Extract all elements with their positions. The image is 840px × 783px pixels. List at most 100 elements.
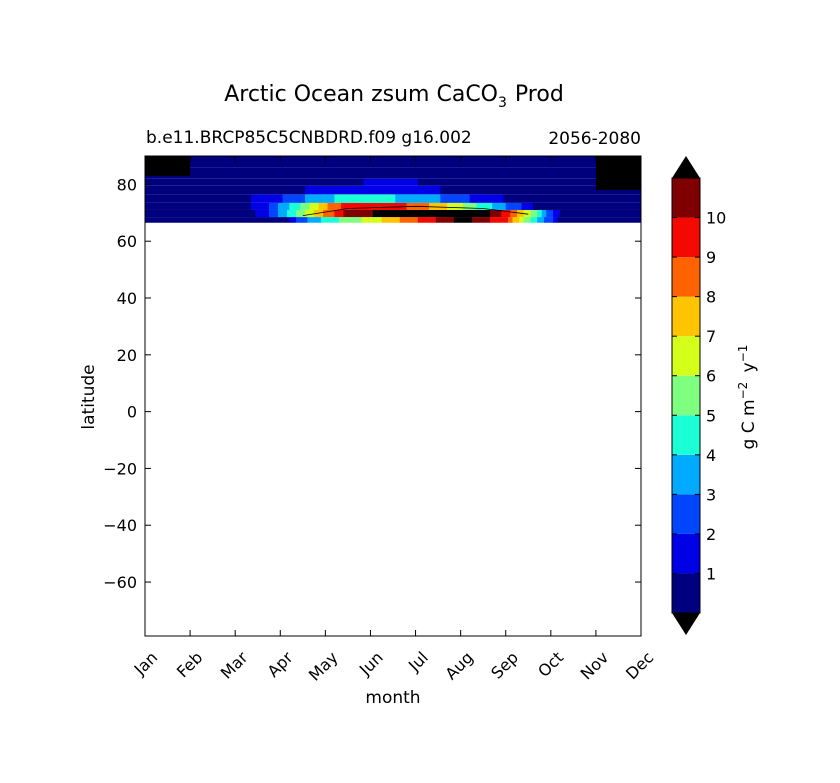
field-cell (269, 209, 279, 218)
contour-line (302, 205, 529, 216)
field-cell (510, 209, 518, 218)
y-tick-label: 40 (117, 289, 137, 308)
field-cell (278, 209, 288, 218)
colorbar-bin (672, 454, 700, 495)
field-cell (440, 194, 471, 203)
field-row (145, 202, 641, 210)
field-cell (334, 209, 344, 218)
colorbar-label-exp1: −2 (736, 382, 750, 400)
colorbar-bin (672, 257, 700, 297)
field-cell (435, 217, 455, 223)
colorbar-tick-label: 1 (706, 564, 716, 583)
x-tick-label: Nov (577, 648, 613, 684)
y-tick-label: 80 (117, 175, 137, 194)
chart-title-tail: Prod (515, 82, 564, 107)
field-cell (523, 217, 532, 223)
field-cell (363, 178, 419, 186)
field-cell (503, 194, 641, 203)
colorbar-bin (672, 533, 700, 574)
field-cell (278, 202, 290, 210)
colorbar-label-exp2: −1 (736, 345, 750, 363)
field-cell (453, 217, 473, 223)
subtitle-case-name: b.e11.BRCP85C5CNBDRD.f09 g16.002 (146, 128, 472, 148)
colorbar-over-triangle (672, 156, 700, 178)
field-cell (492, 202, 507, 210)
plot-area-background (145, 156, 641, 636)
colorbar-bin (672, 336, 700, 376)
field-cell (282, 194, 306, 203)
x-tick-label: Sep (487, 648, 522, 683)
field-cell (521, 202, 534, 210)
field-cell (255, 209, 270, 218)
field-cell (530, 217, 538, 223)
field-cell (289, 202, 302, 210)
y-tick-label: −40 (103, 516, 137, 535)
x-tick-label: May (305, 648, 342, 685)
field-cell (361, 217, 383, 223)
x-tick-label: Jun (355, 648, 387, 680)
field-cell (309, 202, 320, 210)
field-cell (532, 202, 641, 210)
field-cell (145, 178, 365, 186)
field-cell (471, 217, 491, 223)
field-cell (307, 217, 322, 223)
field-cell (559, 209, 641, 218)
field-cell (489, 209, 502, 218)
field-cell (269, 202, 279, 210)
field-cell (341, 202, 408, 210)
colorbar-tick-label: 5 (706, 406, 716, 425)
colorbar-bin (672, 178, 700, 218)
field-cell (395, 194, 441, 203)
field-cell (523, 209, 532, 218)
field-cell (489, 217, 509, 223)
colorbar-tick-label: 6 (706, 367, 716, 386)
x-tick-label: Dec (622, 648, 657, 683)
colorbar: 1 2 3 4 5 6 7 8 9 10 (671, 156, 726, 635)
field-cell (327, 202, 342, 210)
colorbar-tick-label: 4 (706, 446, 716, 465)
field-cell (447, 202, 464, 210)
field-cell (334, 194, 396, 203)
field-cell (145, 194, 252, 203)
field-cell (512, 217, 520, 223)
field-cell (553, 217, 559, 223)
field-cell (541, 209, 547, 218)
field-row (145, 156, 641, 168)
field-cell (314, 209, 324, 218)
field-cell (343, 209, 374, 218)
chart-title-main: Arctic Ocean zsum CaCO (224, 82, 498, 107)
plot-frame (144, 155, 642, 637)
x-tick-label: Mar (217, 648, 252, 683)
field-cell (440, 185, 641, 195)
field-cell (507, 217, 513, 223)
field-cell (417, 178, 641, 186)
field-cell (305, 194, 335, 203)
field-cell (505, 202, 523, 210)
x-tick-label: Oct (534, 648, 567, 681)
field-cell (469, 194, 504, 203)
field-cell (296, 209, 306, 218)
colorbar-tick-label: 7 (706, 327, 716, 346)
chart-title: Arctic Ocean zsum CaCO3 Prod (224, 82, 564, 111)
colorbar-bin (672, 296, 700, 337)
field-patch-jan (145, 156, 191, 176)
field-cell (145, 156, 641, 168)
field-row (145, 178, 641, 186)
field-cell (544, 217, 554, 223)
field-cell (372, 209, 491, 218)
colorbar-tick-label: 3 (706, 485, 716, 504)
field-row (145, 217, 641, 223)
field-cell (145, 202, 252, 210)
field-cell (537, 209, 543, 218)
y-tick-label: 0 (127, 403, 137, 422)
field-cell (145, 217, 290, 223)
field-cell (305, 185, 441, 195)
field-cell (399, 217, 419, 223)
field-row (145, 209, 641, 218)
x-tick-label: Jan (130, 648, 162, 680)
field-cell (318, 202, 329, 210)
colorbar-bin (672, 217, 700, 258)
field-cell (557, 217, 641, 223)
field-cell (145, 209, 256, 218)
